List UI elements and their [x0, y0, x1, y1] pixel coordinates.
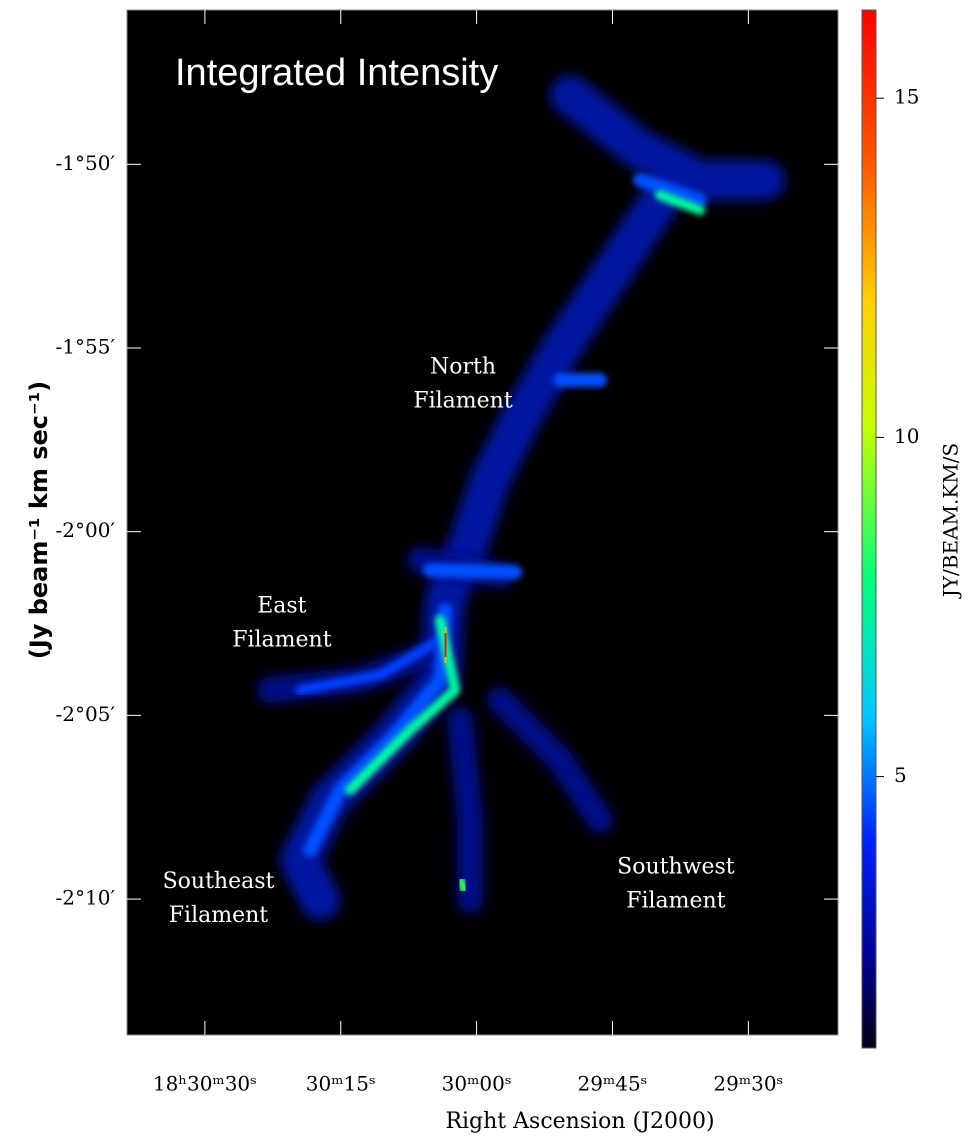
- x-tick-label: 30ᵐ00ˢ: [442, 1072, 512, 1096]
- annotation: Southeast: [163, 869, 275, 894]
- colorbar: [862, 10, 876, 1048]
- x-tick-label: 18ʰ30ᵐ30ˢ: [153, 1072, 257, 1096]
- annotation: Filament: [626, 888, 726, 913]
- y-tick-label: -2°05′: [56, 702, 116, 726]
- x-tick-label: 29ᵐ45ˢ: [578, 1072, 648, 1096]
- annotation: North: [430, 355, 496, 380]
- annotation: Filament: [169, 903, 269, 928]
- y-tick-label: -2°00′: [56, 518, 116, 542]
- colorbar-tick-label: 15: [894, 85, 919, 109]
- annotation: Southwest: [617, 854, 735, 879]
- y-tick-label: -2°10′: [56, 886, 116, 910]
- x-tick-label: 30ᵐ15ˢ: [306, 1072, 376, 1096]
- annotation: East: [257, 594, 306, 619]
- x-tick-label: 29ᵐ30ˢ: [713, 1072, 783, 1096]
- colorbar-label: JY/BEAM.KM/S: [939, 443, 963, 599]
- figure: Integrated Intensity Right Ascension (J2…: [0, 0, 973, 1138]
- title: Integrated Intensity: [175, 52, 498, 94]
- y-tick-label: -1°55′: [56, 334, 116, 358]
- colorbar-tick-label: 10: [894, 424, 919, 448]
- x-label: Right Ascension (J2000): [445, 1109, 714, 1134]
- y-label: (Jy beam⁻¹ km sec⁻¹): [25, 381, 53, 659]
- colorbar-tick-label: 5: [894, 763, 907, 787]
- annotation: Filament: [413, 389, 513, 414]
- annotation: Filament: [232, 628, 332, 653]
- y-tick-label: -1°50′: [56, 151, 116, 175]
